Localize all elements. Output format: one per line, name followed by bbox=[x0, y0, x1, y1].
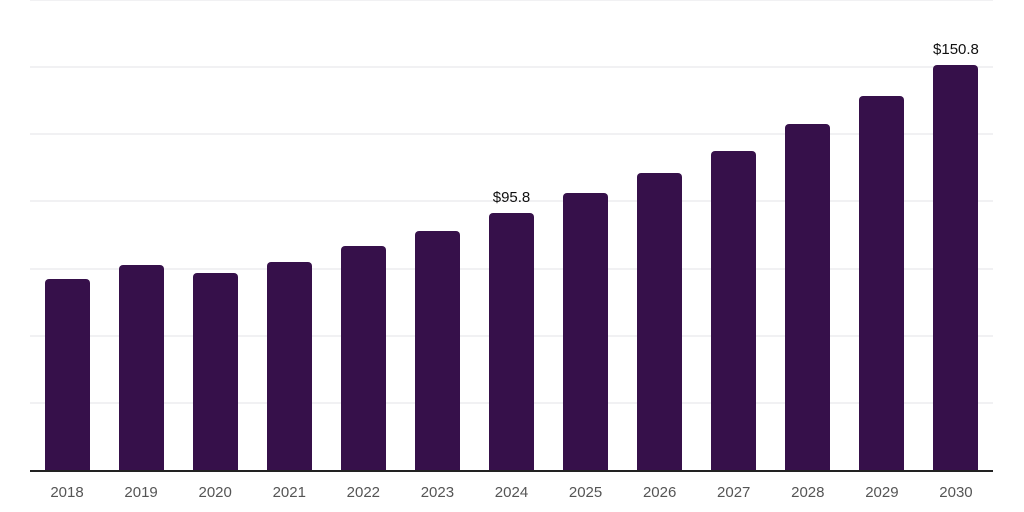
gridline-125 bbox=[30, 133, 993, 136]
bar-2025 bbox=[563, 192, 609, 470]
plot-area: $95.8 $150.8 bbox=[30, 0, 993, 472]
x-axis-line bbox=[30, 470, 993, 472]
x-tick-2026: 2026 bbox=[642, 484, 677, 501]
bar-2019 bbox=[118, 264, 164, 470]
x-tick-2019: 2019 bbox=[124, 484, 158, 501]
bar-2020 bbox=[192, 272, 238, 470]
bar-2028 bbox=[785, 123, 831, 470]
x-tick-2027: 2027 bbox=[717, 484, 751, 501]
x-tick-2025: 2025 bbox=[568, 484, 603, 501]
bar-2030 bbox=[933, 65, 979, 470]
x-tick-2021: 2021 bbox=[272, 484, 306, 501]
x-tick-2024: 2024 bbox=[494, 484, 529, 501]
data-label-2024: $95.8 bbox=[492, 188, 531, 206]
bar-2024 bbox=[489, 212, 534, 470]
bar-2022 bbox=[340, 245, 386, 470]
x-axis-labels: 2018 2019 2020 2021 2022 2023 2024 2025 2026 2027… bbox=[30, 484, 993, 506]
x-tick-2029: 2029 bbox=[865, 484, 899, 501]
x-tick-2030: 2030 bbox=[939, 484, 973, 501]
x-tick-2022: 2022 bbox=[346, 484, 381, 501]
bar-2021 bbox=[266, 261, 312, 470]
x-tick-2023: 2023 bbox=[420, 484, 455, 501]
gridline-150 bbox=[30, 66, 993, 69]
gridline-100 bbox=[30, 200, 993, 203]
bar-2023 bbox=[414, 230, 460, 470]
bar-2027 bbox=[711, 150, 757, 470]
x-tick-2028: 2028 bbox=[791, 484, 825, 501]
x-tick-2018: 2018 bbox=[50, 484, 84, 501]
x-tick-2020: 2020 bbox=[198, 484, 232, 501]
gridline-175 bbox=[30, 0, 993, 1]
bar-2029 bbox=[859, 95, 905, 470]
bar-2026 bbox=[637, 172, 683, 470]
data-label-2030: $150.8 bbox=[933, 41, 979, 58]
bar-2018 bbox=[44, 279, 90, 470]
